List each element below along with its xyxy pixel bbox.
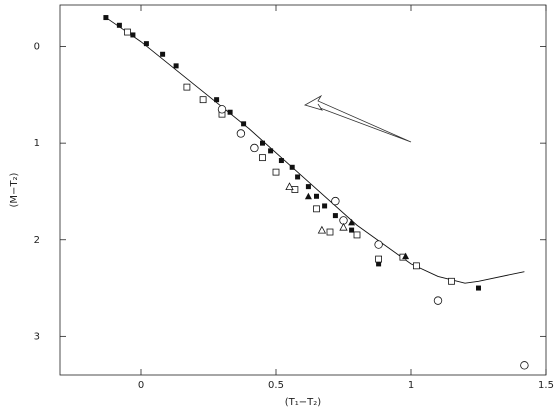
point [250,143,259,153]
point [317,225,327,234]
y-axis-label: (M−T₂) [9,172,20,207]
point [116,22,122,28]
point [349,227,355,233]
point [227,109,233,115]
y-tick-label: 1 [34,138,40,149]
point [353,231,361,239]
point [214,97,220,103]
point [476,285,481,291]
point [376,261,382,267]
point [236,129,246,138]
point [173,63,179,69]
point [412,262,420,270]
point [326,228,334,236]
point [295,174,301,180]
x-tick-label: 1 [408,380,414,391]
arrow [303,94,412,143]
point [143,41,149,47]
point [322,203,328,209]
point [124,28,131,36]
point [433,296,443,305]
point [260,140,265,146]
point [305,184,311,190]
y-tick-label: 2 [34,235,40,246]
point [241,121,247,127]
point [130,32,136,38]
point [278,158,284,164]
point [331,196,340,206]
point [348,218,356,226]
x-tick-label: 1.5 [538,380,554,391]
point [314,193,319,199]
point [160,51,166,57]
point [332,213,338,219]
y-tick-label: 3 [34,331,40,342]
point [402,252,410,260]
point [183,83,191,91]
point [268,148,274,154]
y-tick-label: 0 [34,42,40,53]
fit-curve [105,17,525,284]
point [103,15,109,21]
point [313,205,320,213]
point [289,164,295,170]
point [259,154,266,162]
point [339,222,348,231]
x-tick-label: 0.5 [268,380,284,391]
point [272,168,280,176]
point [374,240,383,249]
point [304,192,312,200]
point [217,105,227,114]
x-tick-label: 0 [138,380,144,391]
point [199,96,207,104]
point [448,277,455,285]
x-axis-label: (T₁−T₂) [285,397,322,408]
point [520,361,529,370]
plot-frame [59,4,547,376]
point [375,255,383,263]
point [285,182,294,191]
